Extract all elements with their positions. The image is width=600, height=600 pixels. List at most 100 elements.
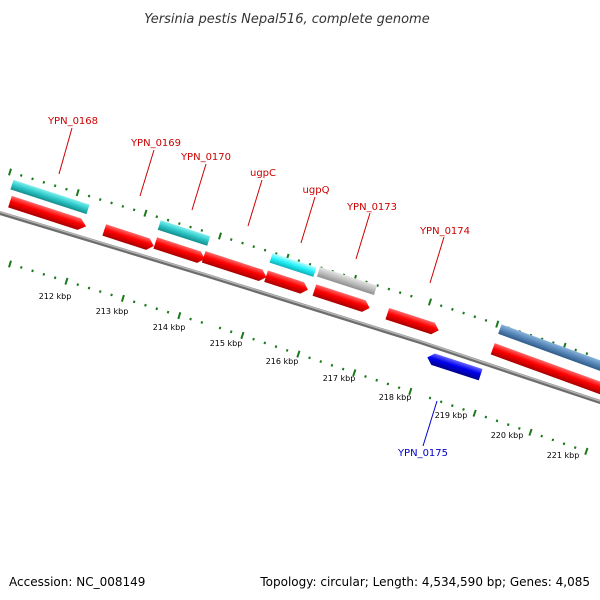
inner-tick (285, 348, 289, 352)
inner-tick (528, 428, 533, 436)
inner-tick (263, 341, 267, 345)
feature-box-5 (498, 324, 600, 378)
inner-tick (439, 400, 443, 404)
kbp-label-213: 213 kbp (96, 307, 129, 316)
outer-tick (218, 232, 222, 240)
leader-line-ypn-0175 (422, 400, 438, 447)
inner-tick (87, 286, 91, 290)
inner-tick (189, 317, 192, 321)
kbp-label-215: 215 kbp (210, 339, 243, 348)
gene-labels: YPN_0168 YPN_0169 YPN_0170 ugpC ugpQ YPN… (47, 116, 470, 459)
outer-tick (132, 208, 136, 212)
map-title: Yersinia pestis Nepal516, complete genom… (144, 12, 429, 27)
inner-tick (200, 321, 204, 324)
inner-tick (330, 363, 334, 367)
kbp-label-216: 216 kbp (266, 357, 299, 366)
inner-tick (584, 447, 589, 456)
inner-tick (462, 407, 465, 411)
gene-label-ypn-0169: YPN_0169 (130, 138, 181, 149)
feature-box-4 (316, 266, 378, 296)
inner-tick (472, 409, 477, 417)
outer-tick (65, 187, 68, 191)
feature-box-2 (157, 220, 211, 246)
inner-tick (506, 423, 510, 427)
inner-tick (319, 360, 323, 363)
outer-tick (42, 180, 46, 184)
outer-tick (252, 245, 256, 249)
inner-tick (274, 345, 278, 349)
inner-tick (177, 312, 182, 320)
outer-tick (387, 287, 391, 291)
inner-tick (155, 307, 159, 311)
inner-tick (551, 438, 555, 442)
outer-tick (121, 204, 125, 208)
inner-tick (495, 419, 499, 423)
feature-box-1 (10, 179, 90, 215)
outer-tick (451, 307, 454, 311)
inner-tick (308, 356, 311, 360)
outer-tick (166, 218, 170, 222)
inner-tick (110, 293, 113, 297)
gene-arrow-ypn-0173 (312, 284, 370, 312)
inner-tick (166, 310, 170, 314)
gene-arrow-ypn-0174 (385, 307, 439, 335)
outer-tick (495, 320, 500, 328)
inner-tick (375, 378, 379, 382)
inner-tick (562, 442, 566, 446)
inner-tick (240, 331, 245, 340)
gene-arrow-ypn-0169 (102, 224, 154, 250)
feature-box-3 (269, 253, 317, 277)
outer-tick (31, 177, 34, 181)
inner-tick (352, 369, 357, 377)
gene-arrow-ypn-0175 (427, 353, 483, 381)
inner-tick (31, 269, 34, 273)
gene-label-ypn-0174: YPN_0174 (419, 226, 470, 237)
inner-tick (98, 290, 102, 293)
kbp-label-212: 212 kbp (39, 292, 72, 301)
topology-summary-text: Topology: circular; Length: 4,534,590 bp… (260, 575, 590, 589)
inner-tick (76, 283, 80, 287)
kbp-labels: 212 kbp 213 kbp 214 kbp 215 kbp 216 kbp … (39, 292, 580, 460)
inner-tick (341, 367, 345, 371)
outer-tick (398, 291, 402, 295)
gene-arrow-ypn-0170 (153, 237, 205, 263)
inner-tick (120, 294, 125, 302)
kbp-label-219: 219 kbp (435, 411, 468, 420)
inner-tick (42, 272, 46, 276)
leader-line-ypn-0170 (191, 163, 207, 211)
inner-tick (229, 330, 233, 334)
leader-line-ypn-0173 (355, 212, 371, 260)
feature-boxes (10, 179, 600, 378)
leader-line-ypn-0174 (429, 236, 445, 284)
leader-lines (58, 127, 445, 447)
inner-tick (540, 434, 544, 438)
inner-tick (386, 382, 390, 386)
inner-tick (53, 276, 57, 280)
gene-arrow-right-edge (490, 343, 600, 397)
outer-tick (143, 209, 148, 217)
inner-tick (518, 427, 521, 430)
kbp-label-218: 218 kbp (379, 393, 412, 402)
outer-tick (87, 194, 91, 198)
outer-tick (155, 215, 159, 219)
gene-label-ypn-0168: YPN_0168 (47, 116, 98, 127)
gene-label-ugpq: ugpQ (303, 185, 330, 196)
kbp-label-214: 214 kbp (153, 323, 186, 332)
outer-tick (8, 168, 12, 176)
outer-tick (263, 248, 267, 252)
leader-line-ugpc (247, 179, 263, 227)
outer-tick (574, 348, 578, 352)
backbone (0, 211, 600, 404)
leader-line-ypn-0168 (58, 127, 73, 175)
outer-tick (200, 229, 204, 232)
outer-tick (427, 298, 433, 306)
inner-tick (144, 303, 147, 307)
outer-tick (308, 262, 312, 266)
inner-tick (484, 415, 488, 419)
outer-tick (585, 352, 589, 356)
leader-line-ugpq (300, 196, 316, 244)
inner-tick (252, 337, 255, 341)
outer-tick (110, 201, 113, 205)
gene-arrow-ypn-0168 (8, 195, 87, 230)
